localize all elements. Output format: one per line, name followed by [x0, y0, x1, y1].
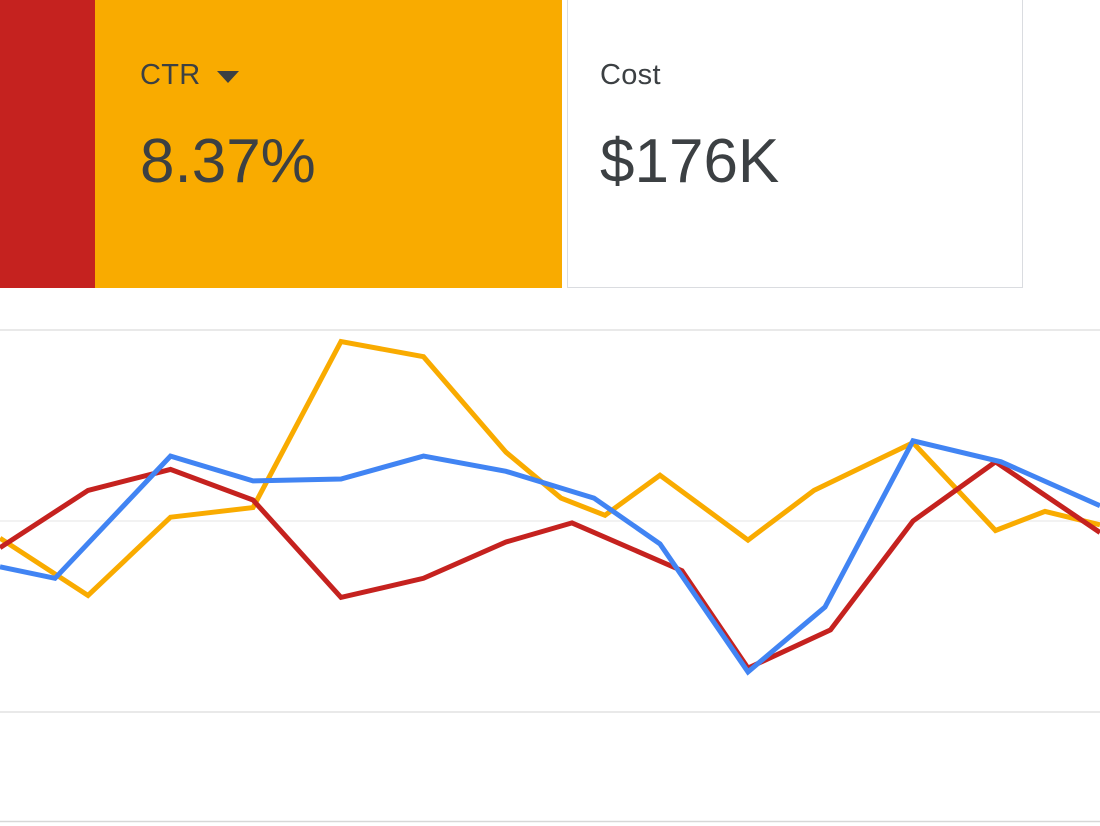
metric-card-partial[interactable]	[0, 0, 95, 288]
metric-card-ctr-label-row: CTR	[140, 58, 562, 92]
metric-card-ctr[interactable]: CTR 8.37%	[95, 0, 562, 288]
metric-cards: CTR 8.37% Cost $176K	[0, 0, 1100, 288]
yellow-series-line	[0, 338, 1100, 599]
metric-card-cost[interactable]: Cost $176K	[567, 0, 1023, 288]
metric-card-ctr-value: 8.37%	[140, 127, 316, 196]
triangle-down-icon[interactable]	[216, 71, 239, 83]
blue-series-line	[0, 437, 1100, 676]
metric-card-ctr-label: CTR	[140, 59, 201, 91]
metric-card-cost-value: $176K	[600, 127, 780, 196]
metric-card-cost-label: Cost	[600, 59, 661, 91]
metric-card-cost-label-row: Cost	[600, 58, 1022, 92]
red-series-line	[0, 458, 1100, 672]
